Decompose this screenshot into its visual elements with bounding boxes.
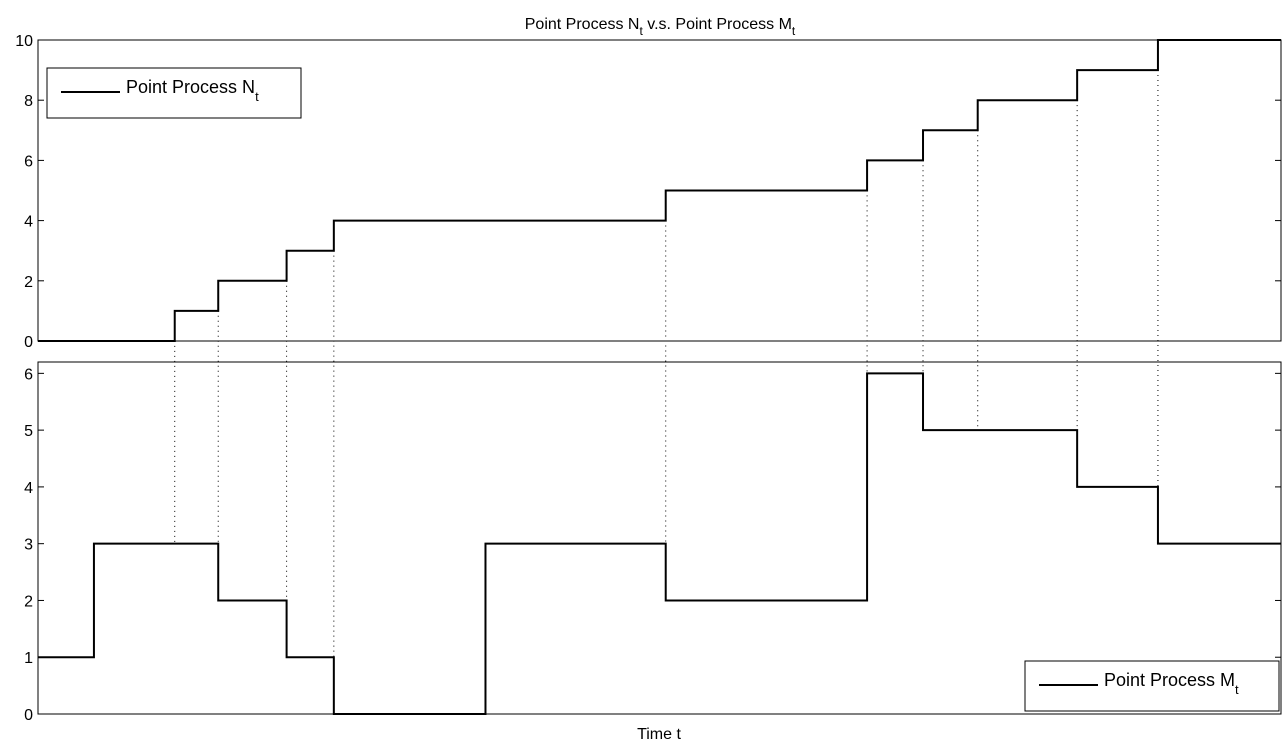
plot-0-ytick-label-5: 10 (15, 33, 33, 50)
plot-1-ytick-label-0: 0 (24, 707, 33, 724)
title-subscript-2: t (792, 24, 796, 38)
chart-title: Point Process Nt v.s. Point Process Mt (525, 16, 796, 38)
plot-1-ytick-label-4: 4 (24, 480, 33, 497)
plot-1-legend: Point Process Mt (1024, 660, 1280, 712)
plot-0-axes-box (37, 39, 1282, 342)
plot-0-legend-label: Point Process Nt (126, 77, 259, 104)
top-plot: 0 2 4 6 8 10 Point Process Nt (15, 33, 1282, 351)
plot-0-ytick-label-2: 4 (24, 214, 33, 231)
plot-1-legend-label: Point Process Mt (1104, 670, 1239, 697)
title-main: Point Process N (525, 16, 640, 33)
title-subscript: t (639, 24, 643, 38)
plot-1-ytick-label-5: 5 (24, 423, 33, 440)
plot-0-legend: Point Process Nt (46, 67, 302, 119)
plot-1-ytick-label-3: 3 (24, 537, 33, 554)
plot-1-series-0-line (38, 372, 1281, 715)
plot-1-ytick-label-6: 6 (24, 366, 33, 383)
plot-0-series-0-line (38, 39, 1281, 342)
x-axis-label: Time t (637, 726, 681, 742)
bottom-plot: 0 1 2 3 4 5 6 Point Process Mt (24, 361, 1282, 724)
plot-0-ytick-label-1: 2 (24, 274, 33, 291)
event-guide-lines (174, 40, 1159, 714)
plot-1-ytick-label-1: 1 (24, 650, 33, 667)
plot-1-ytick-label-2: 2 (24, 593, 33, 610)
plot-0-ytick-label-4: 8 (24, 93, 33, 110)
title-mid: v.s. Point Process M (643, 16, 792, 33)
plot-0-ytick-label-3: 6 (24, 153, 33, 170)
plot-1-axes-box (37, 361, 1282, 715)
plot-0-ytick-label-0: 0 (24, 334, 33, 351)
